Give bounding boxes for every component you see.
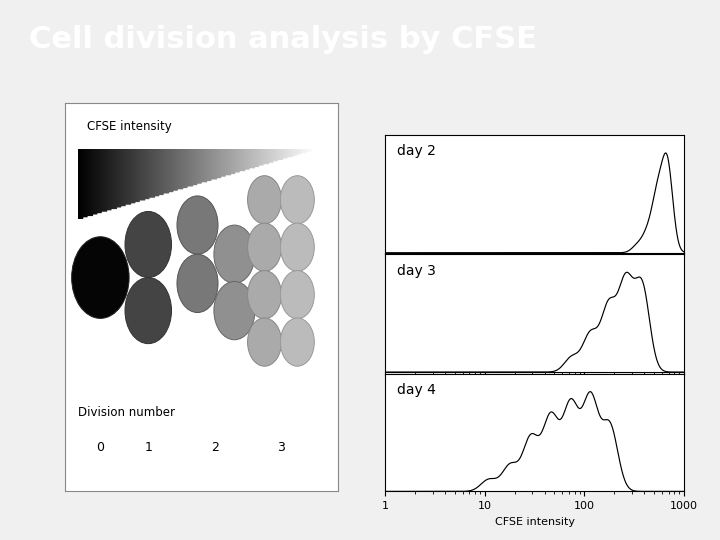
- Circle shape: [280, 223, 315, 271]
- Circle shape: [214, 225, 255, 284]
- Text: 2: 2: [212, 441, 219, 454]
- Circle shape: [248, 223, 282, 271]
- Circle shape: [280, 318, 315, 366]
- Circle shape: [177, 254, 218, 313]
- X-axis label: CFSE intensity: CFSE intensity: [495, 517, 575, 526]
- Text: 3: 3: [277, 441, 285, 454]
- Circle shape: [280, 271, 315, 319]
- Circle shape: [177, 196, 218, 254]
- Circle shape: [71, 237, 129, 319]
- Text: day 4: day 4: [397, 383, 436, 397]
- Circle shape: [280, 176, 315, 224]
- Text: CFSE intensity: CFSE intensity: [86, 120, 171, 133]
- Circle shape: [248, 176, 282, 224]
- Circle shape: [248, 271, 282, 319]
- Text: Division number: Division number: [78, 406, 176, 419]
- Text: day 3: day 3: [397, 264, 436, 278]
- Text: day 2: day 2: [397, 144, 436, 158]
- Circle shape: [125, 212, 171, 278]
- Circle shape: [248, 318, 282, 366]
- Circle shape: [214, 281, 255, 340]
- Text: Cell division analysis by CFSE: Cell division analysis by CFSE: [29, 25, 536, 53]
- Circle shape: [125, 278, 171, 343]
- Text: 1: 1: [144, 441, 152, 454]
- Text: 0: 0: [96, 441, 104, 454]
